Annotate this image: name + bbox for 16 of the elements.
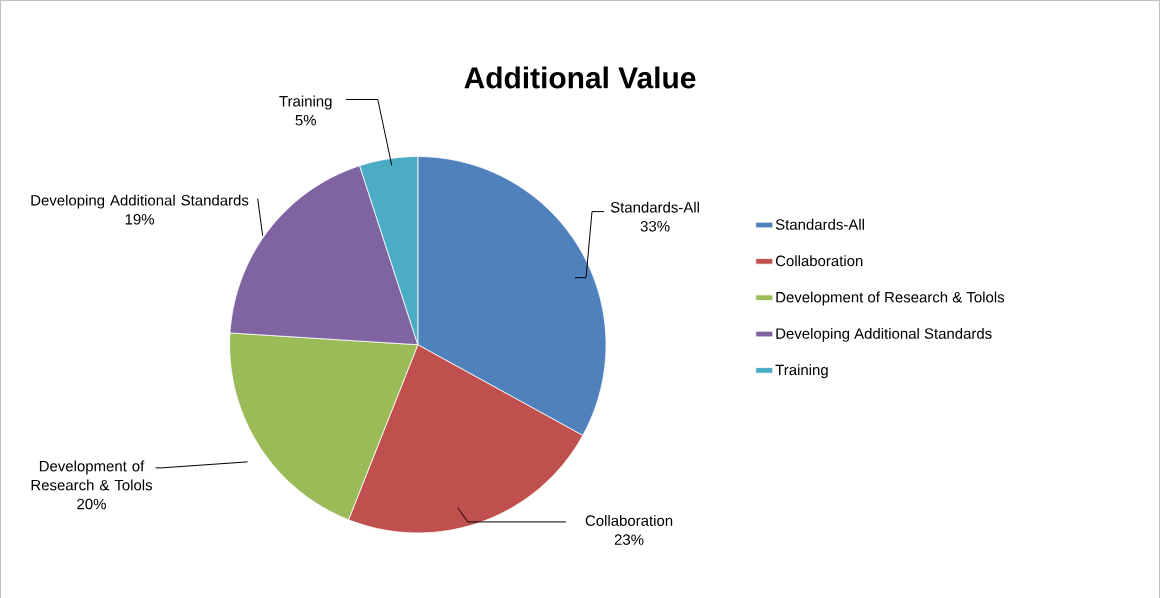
- slice-label: Collaboration: [585, 514, 673, 526]
- data-label: 20%: [77, 498, 106, 510]
- data-label: 33%: [640, 220, 670, 232]
- legend-label: Training: [775, 364, 828, 378]
- slice-label: Developing Additional Standards: [31, 194, 249, 209]
- legend-label: Development of Research & Tolols: [776, 291, 1005, 306]
- legend-label: Collaboration: [775, 254, 863, 266]
- slice-label: Development of Research & Tolols: [31, 460, 153, 491]
- slice-label: Standards-All: [610, 201, 699, 213]
- data-label: 23%: [614, 534, 644, 545]
- chart-title: Additional Value: [464, 66, 696, 89]
- legend-label: Standards-All: [775, 218, 864, 230]
- data-label: 5%: [295, 114, 316, 126]
- legend-label: Developing Additional Standards: [776, 327, 992, 342]
- data-label: 19%: [125, 213, 154, 225]
- slice-label: Training: [279, 95, 332, 110]
